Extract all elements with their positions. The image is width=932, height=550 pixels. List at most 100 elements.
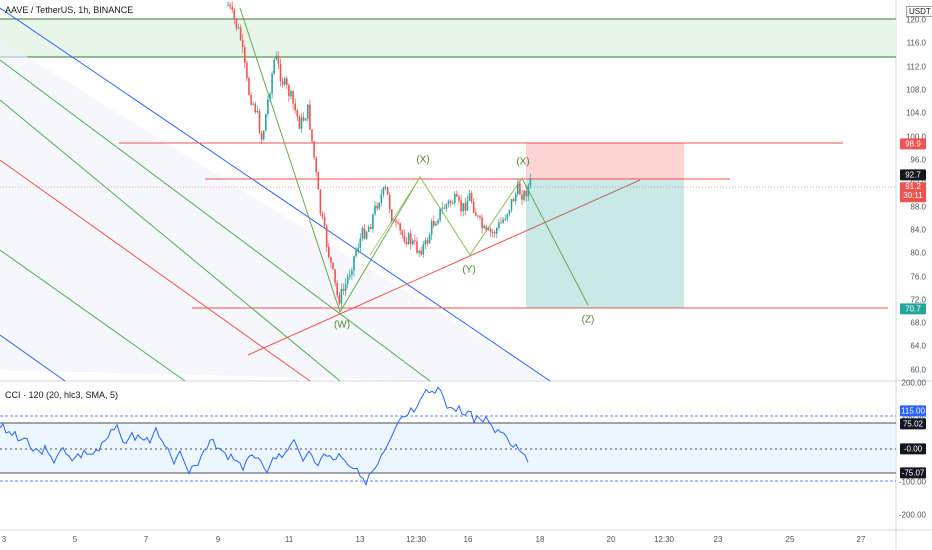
currency-badge[interactable]: USDT (906, 6, 932, 17)
candle-body (424, 240, 427, 245)
candle-body (338, 295, 341, 304)
time-tick: 3 (1, 535, 7, 544)
candle-body (292, 91, 294, 104)
candle-body (334, 269, 336, 283)
candle-body (351, 270, 353, 275)
time-tick: 5 (72, 535, 78, 544)
price-tick: 72.0 (910, 295, 926, 305)
candle-body (319, 189, 322, 214)
candle-body (229, 4, 231, 7)
cci-tick: 200.00 (901, 378, 926, 388)
candle-body (460, 200, 462, 212)
candle-body (344, 284, 347, 291)
candle-body (346, 276, 349, 285)
resistance-zone[interactable] (0, 19, 896, 57)
time-tick: 18 (535, 535, 545, 544)
candle-body (514, 194, 517, 202)
candle-body (330, 257, 332, 263)
price-tick: 120.0 (905, 15, 926, 25)
candle-body (525, 191, 527, 197)
candle-body (246, 62, 248, 79)
wave-x-y-path (369, 176, 523, 256)
candle-body (422, 244, 425, 255)
candle-body (416, 241, 418, 253)
candlestick-series[interactable] (227, 1, 532, 308)
candle-body (498, 222, 500, 229)
candle-body (248, 78, 250, 95)
candle-body (458, 196, 460, 201)
candle-body (485, 225, 488, 230)
candle-body (483, 225, 485, 229)
candle-body (277, 55, 280, 64)
stop-price-pill: 98.9 (900, 138, 926, 150)
candle-body (500, 222, 502, 224)
candle-body (288, 85, 290, 97)
candle-body (464, 203, 467, 211)
cci-tick: -100.00 (898, 477, 926, 487)
candle-body (529, 178, 532, 186)
take-profit-zone[interactable] (526, 180, 684, 308)
candle-body (283, 78, 286, 85)
entry-price-pill: 92.7 (900, 169, 926, 181)
time-tick: 23 (713, 535, 723, 544)
candle-body (321, 213, 324, 218)
candle-body (405, 241, 408, 245)
price-tick: 84.0 (910, 225, 926, 235)
candle-body (269, 93, 271, 100)
descending-channel[interactable] (0, 7, 551, 382)
rising-trendline[interactable] (247, 179, 641, 356)
last-price-pill: 91.2 30:11 (900, 182, 926, 202)
candle-body (527, 185, 530, 197)
horizontal-levels[interactable] (119, 142, 888, 309)
candle-body (317, 172, 320, 190)
candle-body (265, 113, 267, 131)
candle-body (388, 194, 391, 210)
candle-body (262, 130, 265, 140)
candle-body (237, 27, 240, 29)
candle-body (426, 240, 429, 244)
candle-body (502, 219, 504, 223)
candle-body (506, 213, 509, 220)
candle-body (391, 209, 393, 221)
target-price-pill: 70.7 (900, 303, 926, 315)
candle-body (451, 203, 454, 205)
candle-body (508, 209, 511, 214)
candle-body (239, 27, 242, 40)
candle-body (487, 228, 490, 230)
symbol-title[interactable]: AAVE / TetherUS, 1h, BINANCE (5, 5, 134, 15)
candle-body (241, 39, 244, 48)
candle-body (449, 200, 452, 204)
candle-body (472, 201, 475, 213)
price-tick: 112.0 (906, 62, 926, 72)
time-tick: 25 (785, 535, 795, 544)
candle-body (409, 233, 412, 245)
candle-body (300, 117, 303, 129)
candle-body (403, 235, 406, 242)
candle-body (376, 205, 378, 209)
cci-line[interactable] (0, 386, 529, 487)
candle-body (395, 220, 397, 223)
candle-body (260, 132, 263, 140)
cci-indicator-label[interactable]: CCI · 120 (20, hlc3, SMA, 5) (5, 390, 119, 400)
candle-body (332, 262, 334, 270)
candle-body (298, 116, 301, 129)
wave-label-y: (Y) (462, 264, 476, 276)
candle-body (250, 94, 252, 105)
cci-band-fill (0, 423, 896, 473)
candle-body (397, 222, 399, 224)
candle-body (267, 99, 269, 114)
candle-body (489, 228, 492, 233)
candle-body (430, 220, 433, 235)
stop-loss-zone[interactable] (526, 143, 684, 180)
candle-body (271, 73, 273, 94)
candle-body (302, 117, 305, 121)
channel-shading (0, 40, 550, 381)
candle-body (414, 240, 416, 242)
candle-body (454, 194, 456, 204)
candle-body (349, 274, 351, 277)
candle-body (309, 104, 311, 130)
time-tick: 12:30 (405, 535, 427, 544)
candle-body (491, 231, 494, 233)
candle-body (281, 81, 284, 85)
